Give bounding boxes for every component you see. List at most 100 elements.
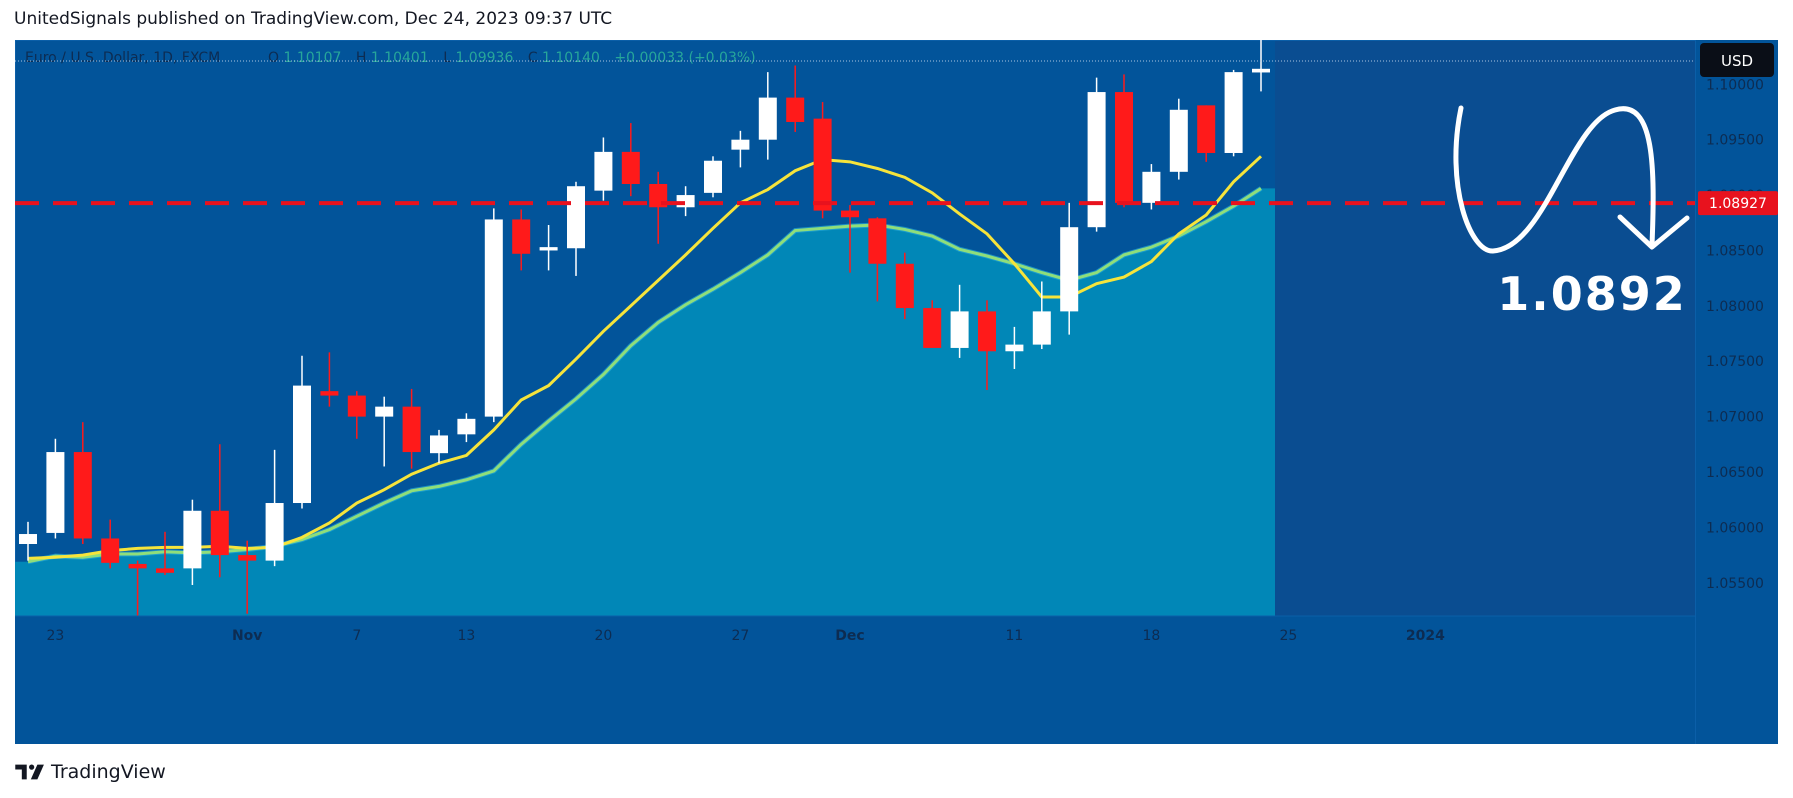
legend-l-value: 1.09936: [455, 50, 513, 66]
price-tick-label: 1.06000: [1706, 520, 1764, 536]
candle: [621, 123, 640, 197]
legend-ohlc: O 1.10107 H 1.10401 L 1.09936 C 1.10140 …: [268, 50, 756, 66]
candle: [19, 521, 37, 561]
candle-body: [347, 395, 366, 417]
candle: [512, 209, 531, 271]
candle: [1252, 39, 1270, 92]
candle-body: [1032, 311, 1051, 345]
footer: TradingView: [15, 760, 166, 784]
candle-body: [923, 308, 942, 348]
candle-body: [813, 118, 832, 211]
candle: [1032, 281, 1051, 350]
target-price-annotation: 1.0892: [1497, 267, 1687, 321]
price-tick-label: 1.07500: [1706, 354, 1764, 370]
candle: [923, 300, 942, 348]
sma-green-line: [27, 187, 1262, 564]
candle-body: [210, 510, 229, 556]
candle: [402, 388, 421, 469]
candle-body: [1005, 344, 1024, 352]
candle: [101, 519, 120, 569]
candle-body: [402, 406, 421, 453]
forecast-arrow-icon: [1453, 105, 1656, 254]
legend-l-label: L: [443, 50, 451, 66]
candle: [210, 444, 229, 578]
legend-o-value: 1.10107: [283, 50, 341, 66]
currency-button[interactable]: USD: [1700, 43, 1774, 77]
candle: [293, 355, 311, 509]
candle: [183, 499, 202, 585]
candle: [320, 352, 339, 407]
currency-button-bg[interactable]: [1700, 43, 1774, 77]
legend-c-label: C: [528, 50, 538, 66]
candle-body: [1060, 227, 1079, 312]
candle-body: [128, 563, 147, 569]
candle: [786, 65, 805, 132]
legend-h-value: 1.10401: [371, 50, 429, 66]
price-tick-label: 1.05500: [1706, 576, 1764, 592]
candle: [73, 422, 92, 544]
candle: [1197, 105, 1216, 162]
candle: [457, 413, 476, 443]
candle-body: [950, 311, 969, 348]
candle-body: [786, 97, 805, 122]
candle-body: [567, 186, 585, 249]
legend-c-value: 1.10140: [542, 50, 600, 66]
currency-label[interactable]: USD: [1721, 52, 1753, 70]
time-tick-label: Dec: [835, 628, 864, 644]
time-axis[interactable]: 23 Nov 7 13 20 27 Dec 11 18 25 2024: [15, 615, 1695, 744]
chart-area[interactable]: 1.0892 1.05500 1.06000 1.06500 1.07000 1.075…: [15, 39, 1778, 744]
candle-body: [457, 418, 476, 435]
candle-body: [512, 219, 531, 254]
legend-change: +0.00033 (+0.03%): [614, 50, 755, 66]
legend-symbol: Euro / U.S. Dollar, 1D, FXCM: [25, 50, 220, 66]
candle-body: [868, 218, 887, 264]
candle: [347, 391, 366, 439]
candle: [841, 205, 859, 273]
level-badge-value: 1.08927: [1709, 196, 1767, 212]
price-tick-label: 1.08000: [1706, 299, 1764, 315]
candle: [1142, 164, 1161, 210]
candle-body: [1252, 68, 1270, 73]
candle: [978, 300, 996, 391]
candle: [813, 102, 832, 219]
time-tick-label: 23: [46, 628, 64, 644]
candle-body: [1224, 72, 1243, 153]
time-tick-label: 13: [457, 628, 475, 644]
legend-o-label: O: [268, 50, 279, 66]
candle: [895, 252, 914, 320]
price-tick-label: 1.10000: [1706, 77, 1764, 93]
candle-body: [183, 510, 202, 569]
candle-body: [1197, 105, 1216, 153]
time-tick-label: 25: [1279, 628, 1297, 644]
candle-body: [539, 247, 558, 251]
footer-brand[interactable]: TradingView: [51, 761, 166, 783]
candle-body: [758, 97, 777, 140]
candle: [1087, 77, 1106, 232]
candle: [1169, 98, 1188, 180]
candle-body: [320, 391, 339, 396]
candlestick-chart[interactable]: 1.0892 1.05500 1.06000 1.06500 1.07000 1.075…: [15, 39, 1778, 744]
candle-body: [293, 385, 311, 504]
candle: [567, 181, 585, 276]
publication-header: UnitedSignals published on TradingView.c…: [14, 9, 613, 29]
candle: [238, 540, 257, 614]
candle: [156, 531, 174, 576]
price-tick-label: 1.08500: [1706, 243, 1764, 259]
level-price-badge: 1.08927: [1698, 191, 1778, 216]
time-axis-bg: [15, 616, 1695, 744]
candle-body: [978, 311, 996, 352]
candle: [539, 224, 558, 271]
candle-body: [1142, 171, 1161, 203]
price-tick-label: 1.09500: [1706, 133, 1764, 149]
candle-body: [238, 555, 257, 561]
candle: [868, 217, 887, 302]
candle-body: [156, 568, 174, 573]
candle-body: [895, 263, 914, 309]
candle: [46, 438, 65, 539]
time-tick-label: 18: [1142, 628, 1160, 644]
candle: [375, 396, 394, 467]
tradingview-logo-icon[interactable]: [15, 763, 45, 781]
candle: [1115, 74, 1133, 208]
candle: [128, 560, 147, 616]
candle: [758, 72, 777, 160]
